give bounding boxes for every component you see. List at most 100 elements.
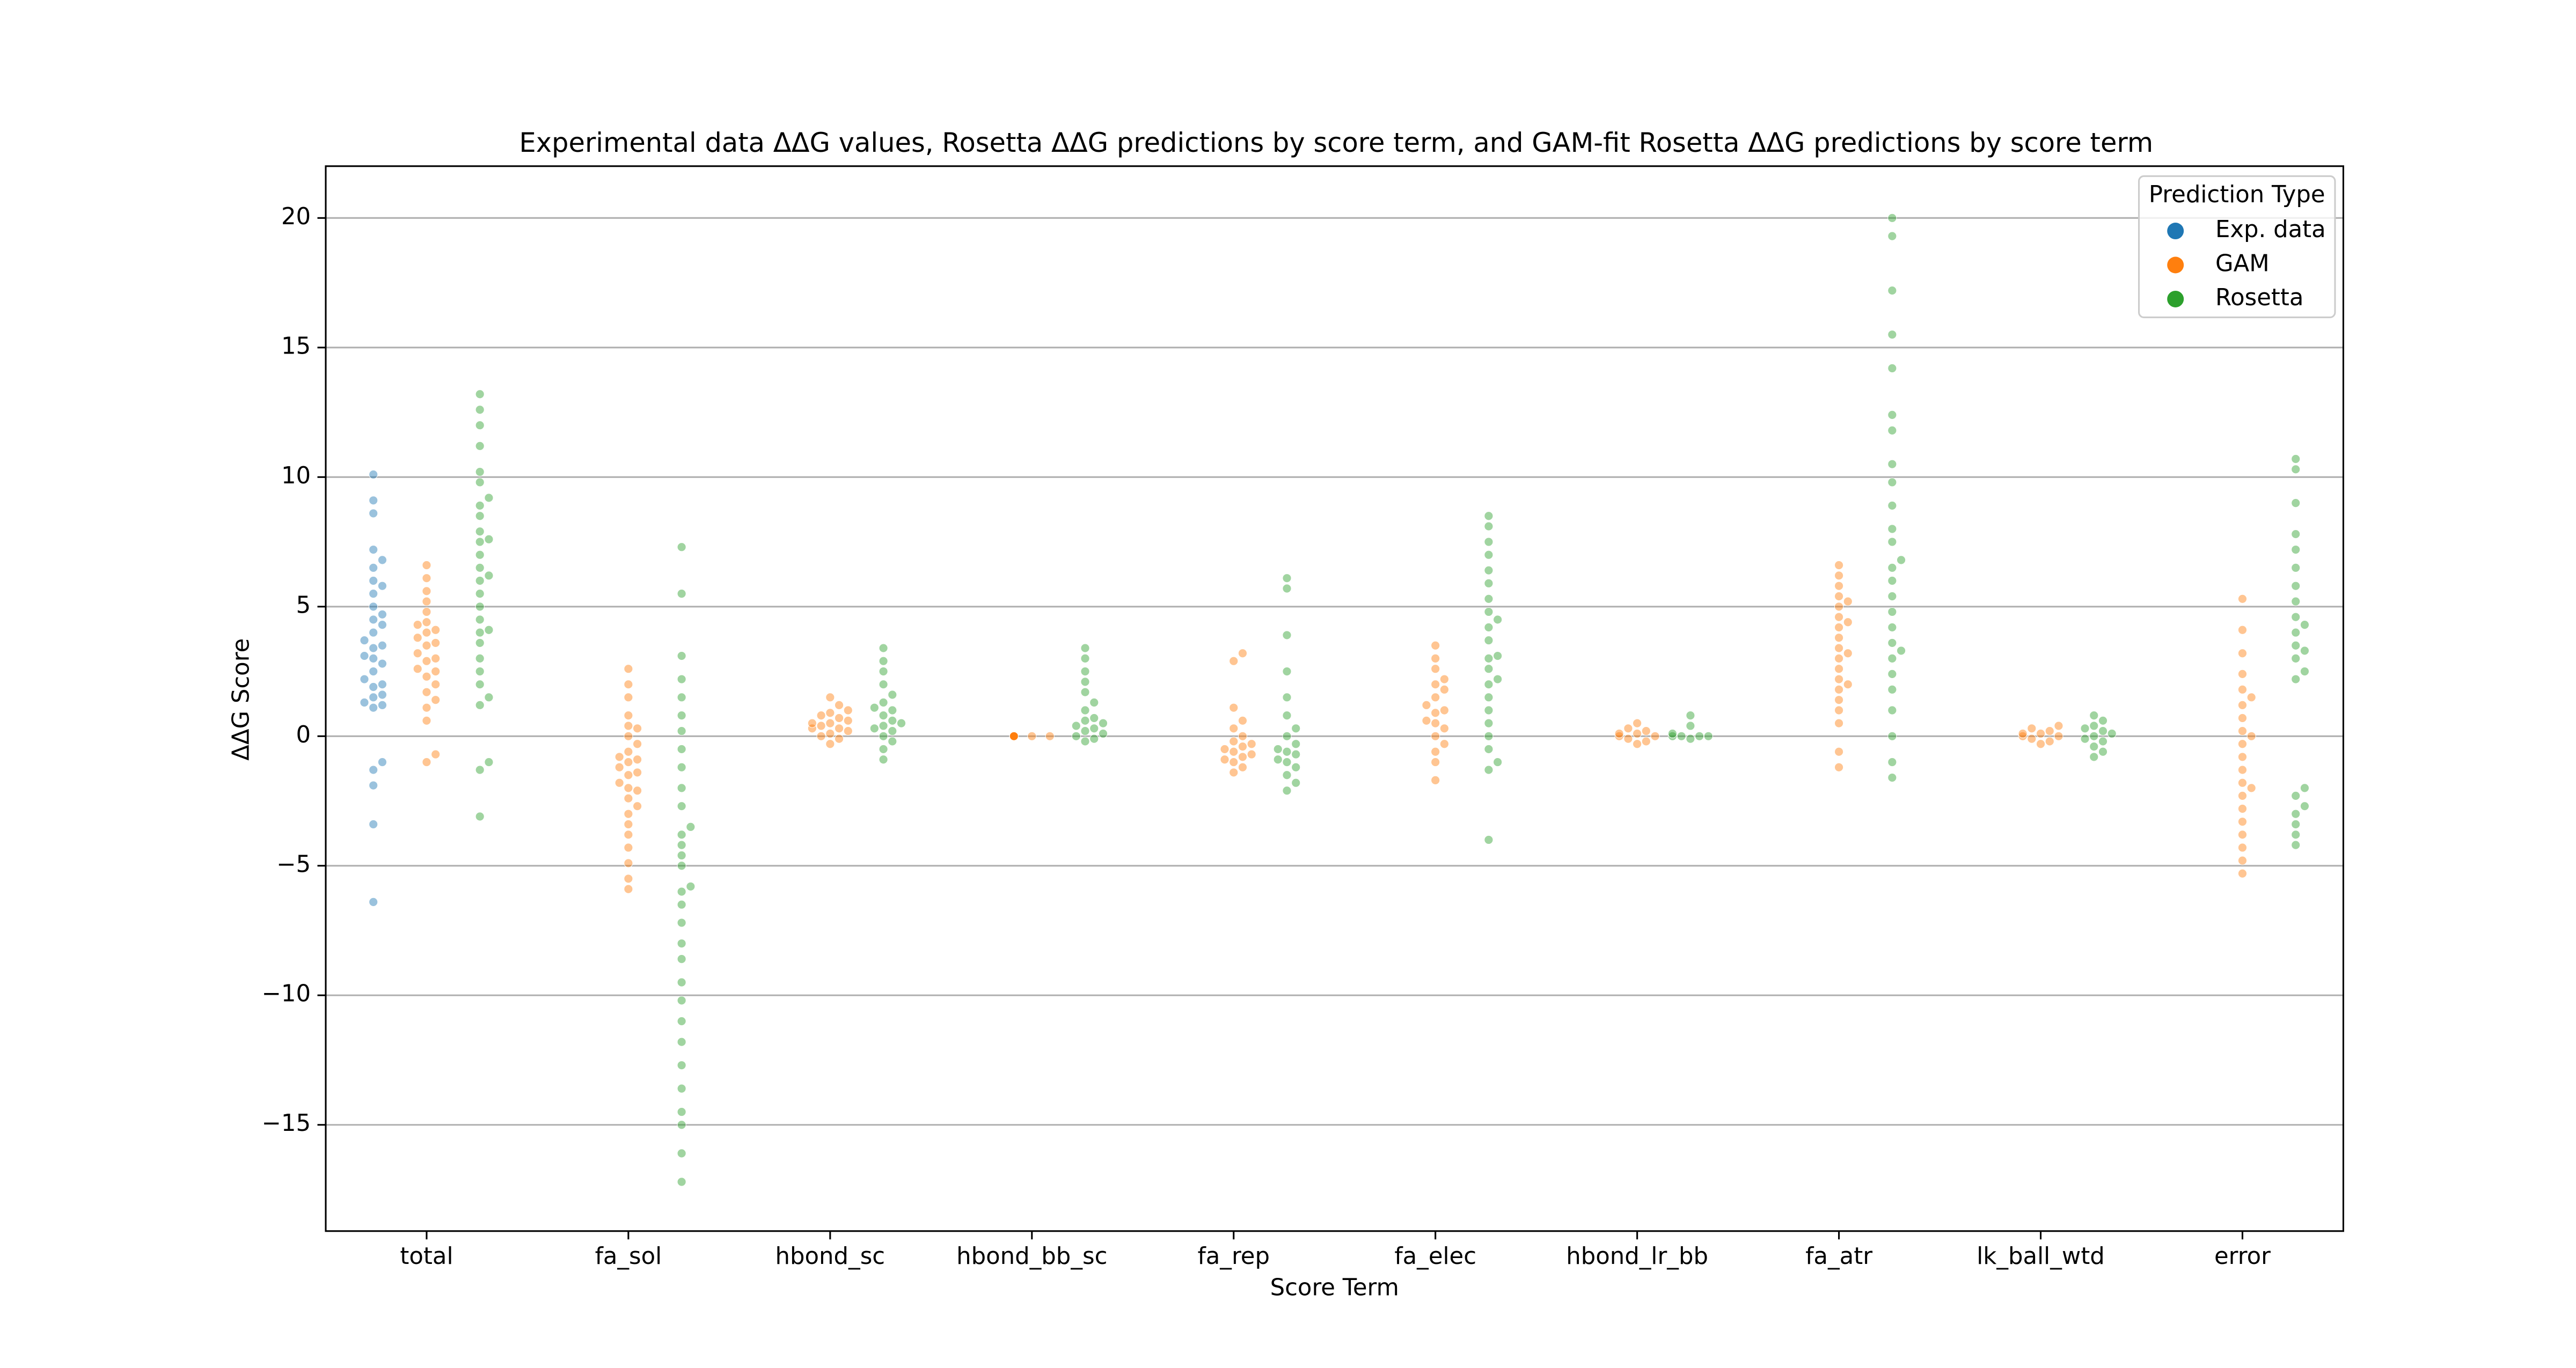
swarm-point xyxy=(624,874,633,884)
x-tick-label: fa_atr xyxy=(1805,1243,1872,1270)
swarm-point xyxy=(1887,410,1897,420)
swarm-point xyxy=(1422,716,1431,725)
swarm-point xyxy=(431,653,441,663)
swarm-point xyxy=(677,1037,686,1047)
swarm-point xyxy=(869,724,879,733)
swarm-point xyxy=(1887,622,1897,632)
swarm-point xyxy=(369,589,378,599)
swarm-point xyxy=(475,628,485,637)
swarm-point xyxy=(677,840,686,850)
swarm-point xyxy=(843,705,853,715)
swarm-point xyxy=(475,550,485,560)
swarm-point xyxy=(1484,622,1494,632)
swarm-point xyxy=(1834,705,1844,715)
swarm-point xyxy=(1291,778,1301,788)
swarm-point xyxy=(1422,700,1431,710)
swarm-point xyxy=(624,731,633,741)
swarm-point xyxy=(1484,594,1494,604)
swarm-point xyxy=(360,651,369,661)
swarm-point xyxy=(2237,685,2247,694)
swarm-point xyxy=(1843,649,1853,658)
swarm-point xyxy=(475,537,485,547)
swarm-point xyxy=(1080,737,1090,746)
x-tick-label: error xyxy=(2214,1243,2271,1270)
swarm-point xyxy=(1834,602,1844,612)
swarm-point xyxy=(2291,830,2301,840)
swarm-point xyxy=(422,641,431,650)
y-tick-label: 5 xyxy=(296,592,311,619)
swarm-point xyxy=(431,680,441,689)
swarm-point xyxy=(1686,721,1695,731)
swarm-point xyxy=(614,778,624,788)
x-tick-label: fa_rep xyxy=(1197,1243,1270,1270)
swarm-point xyxy=(2300,667,2309,676)
swarm-point xyxy=(1887,537,1897,547)
swarm-point xyxy=(825,718,835,728)
legend-label: Rosetta xyxy=(2215,284,2304,311)
swarm-point xyxy=(2237,843,2247,852)
swarm-point xyxy=(633,724,642,733)
swarm-point xyxy=(431,749,441,759)
swarm-point xyxy=(1484,835,1494,844)
swarm-point xyxy=(677,1084,686,1093)
swarm-point xyxy=(2098,747,2108,756)
swarm-point xyxy=(633,801,642,811)
swarm-point xyxy=(1493,757,1503,767)
swarm-point xyxy=(1484,664,1494,674)
swarm-point xyxy=(475,589,485,599)
swarm-point xyxy=(1229,747,1239,756)
swarm-point xyxy=(422,586,431,596)
swarm-point xyxy=(624,693,633,702)
swarm-point xyxy=(633,786,642,796)
swarm-point xyxy=(1027,731,1037,741)
swarm-point xyxy=(2237,791,2247,800)
swarm-point xyxy=(624,809,633,819)
swarm-point xyxy=(369,563,378,572)
swarm-point xyxy=(879,667,888,676)
swarm-point xyxy=(369,667,378,676)
legend-label: GAM xyxy=(2215,250,2270,277)
x-tick-label: hbond_sc xyxy=(775,1243,885,1270)
swarm-point xyxy=(1484,731,1494,741)
swarm-point xyxy=(422,617,431,627)
swarm-point xyxy=(1282,584,1292,593)
swarm-point xyxy=(1834,762,1844,772)
swarm-point xyxy=(633,739,642,749)
swarm-point xyxy=(1098,718,1108,728)
swarm-point xyxy=(377,680,387,689)
swarm-point xyxy=(1089,697,1099,708)
swarm-point xyxy=(1089,734,1099,744)
swarm-point xyxy=(369,765,378,775)
swarm-point xyxy=(369,781,378,790)
swarm-point xyxy=(484,757,494,767)
swarm-point xyxy=(1080,653,1090,663)
swarm-point xyxy=(1887,591,1897,601)
x-tick-label: fa_elec xyxy=(1394,1243,1476,1270)
swarm-point xyxy=(843,716,853,725)
swarm-point xyxy=(1887,638,1897,648)
swarm-point xyxy=(1834,664,1844,674)
swarm-point xyxy=(1887,563,1897,572)
swarm-point xyxy=(2291,641,2301,650)
axes: −15 −10 −5 0 5 10 15 20 total fa_sol hbond_sc hbond… xyxy=(262,203,2271,1270)
swarm-point xyxy=(369,897,378,907)
swarm-point xyxy=(377,555,387,565)
swarm-point xyxy=(475,680,485,689)
swarm-point xyxy=(1439,705,1449,715)
swarm-point xyxy=(1238,716,1247,725)
swarm-point xyxy=(686,822,696,832)
swarm-point xyxy=(1887,773,1897,783)
swarm-point xyxy=(1431,641,1440,650)
swarm-point xyxy=(2089,742,2099,752)
swarm-point xyxy=(1229,757,1239,767)
y-tick-label: 0 xyxy=(296,722,311,748)
swarm-point xyxy=(2237,713,2247,723)
swarm-point xyxy=(2107,729,2117,738)
swarm-point xyxy=(2054,731,2063,741)
swarm-point xyxy=(825,693,835,702)
swarm-point xyxy=(1887,213,1897,223)
swarm-point xyxy=(1493,651,1503,661)
swarm-point xyxy=(1229,724,1239,733)
swarm-point xyxy=(1220,755,1230,764)
